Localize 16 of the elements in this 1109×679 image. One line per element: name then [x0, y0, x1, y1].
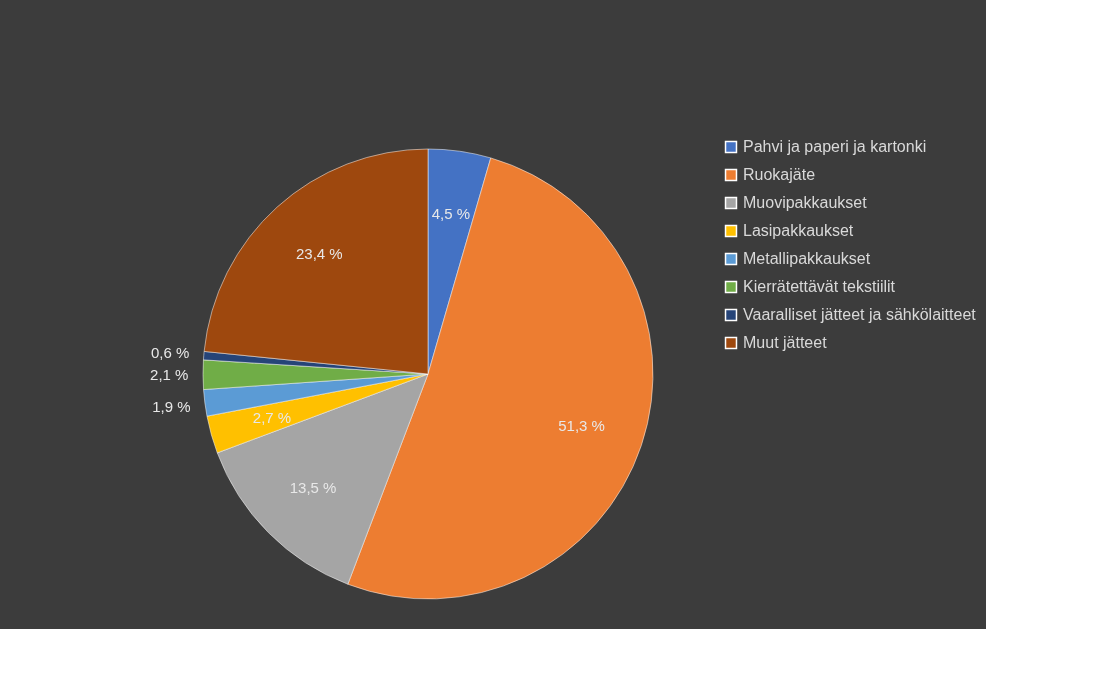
data-label: 1,9 %: [152, 398, 191, 416]
data-label: 51,3 %: [558, 416, 605, 434]
data-label: 23,4 %: [296, 244, 343, 262]
data-label: 13,5 %: [289, 479, 337, 497]
data-label: 0,6 %: [150, 343, 190, 361]
data-label: 4,5 %: [431, 204, 471, 222]
legend-label: Metallipakkaukset: [743, 250, 871, 267]
data-label: 2,7 %: [252, 408, 292, 426]
legend-label: Muut jätteet: [743, 334, 828, 351]
legend-label: Vaaralliset jätteet ja sähkölaitteet: [743, 306, 977, 323]
legend-label: Muovipakkaukset: [743, 194, 868, 211]
legend-label: Ruokajäte: [743, 166, 816, 183]
legend-label: Lasipakkaukset: [743, 222, 854, 239]
legend-label: Kierrätettävät tekstiilit: [743, 278, 896, 295]
data-label: 2,1 %: [150, 365, 189, 383]
legend-label: Pahvi ja paperi ja kartonki: [743, 138, 927, 155]
